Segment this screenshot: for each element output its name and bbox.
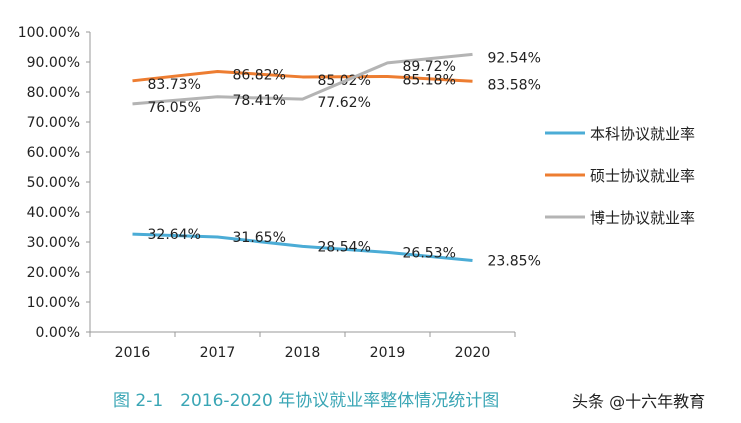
x-tick-label: 2017 bbox=[200, 345, 236, 361]
data-label: 83.73% bbox=[148, 77, 201, 93]
data-label: 28.54% bbox=[318, 239, 371, 255]
y-tick-label: 90.00% bbox=[27, 55, 80, 71]
data-label: 89.72% bbox=[403, 59, 456, 75]
y-tick-label: 70.00% bbox=[27, 115, 80, 131]
legend-label: 本科协议就业率 bbox=[590, 125, 695, 143]
x-tick-label: 2019 bbox=[370, 345, 406, 361]
y-tick-label: 20.00% bbox=[27, 265, 80, 281]
data-label: 32.64% bbox=[148, 227, 201, 243]
legend-label: 博士协议就业率 bbox=[590, 209, 695, 227]
watermark: 头条 @十六年教育 bbox=[572, 392, 706, 411]
data-label: 85.18% bbox=[403, 72, 456, 88]
line-chart: 0.00% 10.00% 20.00% 30.00% 40.00% 50.00% 60.00… bbox=[18, 25, 695, 361]
data-label: 92.54% bbox=[488, 50, 541, 66]
data-label: 83.58% bbox=[488, 77, 541, 93]
y-tick-label: 80.00% bbox=[27, 85, 80, 101]
figure-caption: 图 2-1 2016-2020 年协议就业率整体情况统计图 bbox=[113, 391, 500, 411]
data-label: 76.05% bbox=[148, 100, 201, 116]
x-tick-label: 2020 bbox=[455, 345, 491, 361]
x-tick-label: 2018 bbox=[285, 345, 321, 361]
data-label: 77.62% bbox=[318, 95, 371, 111]
y-tick-label: 100.00% bbox=[18, 25, 80, 41]
y-tick-label: 60.00% bbox=[27, 145, 80, 161]
data-label: 23.85% bbox=[488, 253, 541, 269]
legend-label: 硕士协议就业率 bbox=[590, 167, 695, 185]
x-tick-label: 2016 bbox=[115, 345, 151, 361]
data-label: 26.53% bbox=[403, 245, 456, 261]
data-label: 86.82% bbox=[233, 68, 286, 84]
data-label: 78.41% bbox=[233, 93, 286, 109]
y-tick-label: 10.00% bbox=[27, 295, 80, 311]
y-tick-label: 50.00% bbox=[27, 175, 80, 191]
y-tick-label: 0.00% bbox=[36, 325, 80, 341]
y-tick-label: 40.00% bbox=[27, 205, 80, 221]
y-tick-label: 30.00% bbox=[27, 235, 80, 251]
data-label: 31.65% bbox=[233, 230, 286, 246]
